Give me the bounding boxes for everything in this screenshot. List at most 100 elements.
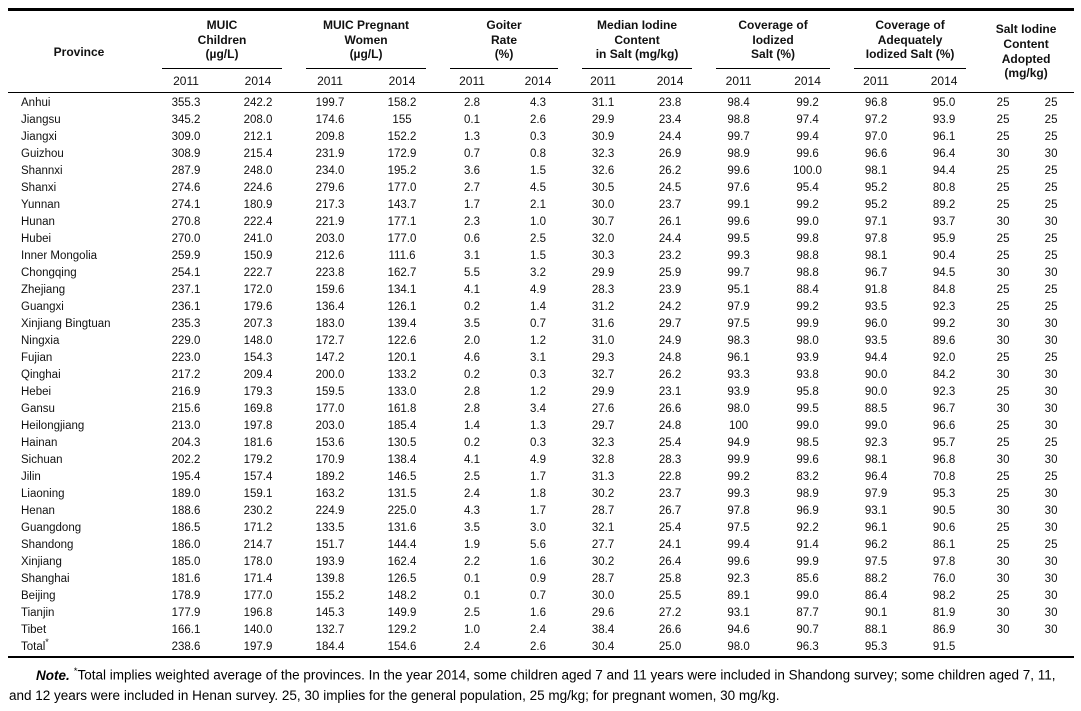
value-cell: 202.2 — [171, 454, 201, 466]
value-cell: 155.2 — [315, 590, 345, 602]
value-cell: 93.5 — [864, 301, 888, 313]
year-header: 2014 — [636, 69, 705, 93]
value-cell: 99.7 — [727, 267, 750, 279]
province-cell: Yunnan — [21, 199, 61, 211]
value-cell: 225.0 — [387, 505, 417, 517]
value-cell: 195.2 — [387, 165, 417, 177]
value-cell: 25 — [996, 114, 1010, 126]
value-cell: 133.5 — [315, 522, 345, 534]
value-cell: 146.5 — [387, 471, 417, 483]
value-cell: 26.7 — [658, 505, 682, 517]
value-cell: 98.8 — [727, 114, 750, 126]
value-cell: 29.9 — [591, 267, 615, 279]
value-cell: 178.0 — [243, 556, 273, 568]
value-cell: 1.4 — [530, 301, 547, 313]
value-cell: 99.9 — [727, 454, 750, 466]
value-cell: 179.3 — [243, 386, 273, 398]
value-cell: 76.0 — [932, 573, 956, 585]
value-cell: 1.6 — [530, 607, 547, 619]
value-cell: 80.8 — [932, 182, 956, 194]
value-cell: 25 — [1044, 182, 1058, 194]
table-row: Gansu 215.6 169.8 177.0 161.8 2.8 3.4 27.6 26.6 9… — [8, 401, 1074, 418]
value-cell: 25 — [996, 471, 1010, 483]
value-cell: 30 — [1044, 505, 1058, 517]
value-cell: 26.9 — [658, 148, 682, 160]
value-cell: 1.5 — [530, 250, 547, 262]
value-cell: 3.5 — [464, 318, 481, 330]
value-cell: 95.0 — [932, 97, 956, 109]
value-cell: 97.1 — [864, 216, 888, 228]
value-cell: 30 — [996, 624, 1010, 636]
table-row: Jilin 195.4 157.4 189.2 146.5 2.5 1.7 31.3 22.8 9… — [8, 469, 1074, 486]
table-row: Xinjiang 185.0 178.0 193.9 162.4 2.2 1.6 30.2 26… — [8, 554, 1074, 571]
value-cell: 97.8 — [727, 505, 750, 517]
value-cell: 30.4 — [591, 641, 615, 653]
value-cell: 96.9 — [796, 505, 819, 517]
province-cell: Tibet — [21, 624, 47, 636]
table-row: Jiangxi 309.0 212.1 209.8 152.2 1.3 0.3 30.9 24.… — [8, 129, 1074, 146]
value-cell: 1.9 — [464, 539, 481, 551]
province-cell: Beijing — [21, 590, 56, 602]
value-cell: 196.8 — [243, 607, 273, 619]
value-cell: 25 — [996, 437, 1010, 449]
value-cell: 25 — [996, 97, 1010, 109]
value-cell: 24.9 — [658, 335, 682, 347]
value-cell: 98.9 — [796, 488, 819, 500]
value-cell: 213.0 — [171, 420, 201, 432]
value-cell: 270.0 — [171, 233, 201, 245]
value-cell: 274.6 — [171, 182, 201, 194]
value-cell: 30 — [996, 335, 1010, 347]
province-cell: Total* — [21, 637, 49, 653]
value-cell: 186.0 — [171, 539, 201, 551]
value-cell: 177.0 — [387, 233, 417, 245]
value-cell: 1.2 — [530, 386, 547, 398]
value-cell: 94.5 — [932, 267, 956, 279]
value-cell: 230.2 — [243, 505, 273, 517]
province-cell: Shanxi — [21, 182, 57, 194]
value-cell: 30 — [1044, 216, 1058, 228]
value-cell: 27.2 — [658, 607, 682, 619]
value-cell: 30.3 — [591, 250, 615, 262]
value-cell: 92.3 — [727, 573, 750, 585]
value-cell: 25 — [996, 488, 1010, 500]
value-cell: 143.7 — [387, 199, 417, 211]
value-cell: 30 — [1044, 403, 1058, 415]
value-cell: 30 — [996, 607, 1010, 619]
value-cell: 31.6 — [591, 318, 615, 330]
province-cell: Jiangxi — [21, 131, 57, 143]
value-cell: 172.9 — [387, 148, 417, 160]
value-cell: 26.6 — [658, 624, 682, 636]
value-cell: 30 — [1044, 420, 1058, 432]
total-asterisk: * — [45, 637, 49, 648]
value-cell: 236.1 — [171, 301, 201, 313]
value-cell: 0.7 — [464, 148, 481, 160]
value-cell: 222.7 — [243, 267, 273, 279]
value-cell: 154.6 — [387, 641, 417, 653]
value-cell: 2.3 — [464, 216, 481, 228]
value-cell: 159.6 — [315, 284, 345, 296]
value-cell: 29.9 — [591, 386, 615, 398]
province-cell: Henan — [21, 505, 55, 517]
value-cell: 27.7 — [591, 539, 615, 551]
value-cell: 99.2 — [796, 97, 819, 109]
value-cell: 25.5 — [658, 590, 682, 602]
value-cell: 130.5 — [387, 437, 417, 449]
value-cell: 25 — [1044, 114, 1058, 126]
value-cell: 188.6 — [171, 505, 201, 517]
value-cell: 195.4 — [171, 471, 201, 483]
value-cell: 274.1 — [171, 199, 201, 211]
value-cell: 96.1 — [932, 131, 956, 143]
value-cell: 30 — [1044, 148, 1058, 160]
value-cell: 26.4 — [658, 556, 682, 568]
province-cell: Fujian — [21, 352, 53, 364]
value-cell: 197.8 — [243, 420, 273, 432]
province-cell: Hunan — [21, 216, 55, 228]
value-cell: 31.1 — [591, 97, 615, 109]
value-cell: 99.6 — [727, 556, 750, 568]
value-cell: 25 — [1044, 165, 1058, 177]
province-cell: Liaoning — [21, 488, 65, 500]
value-cell: 23.9 — [658, 284, 682, 296]
group-header-muic-pregnant: MUIC Pregnant Women (µg/L) — [294, 10, 438, 69]
value-cell: 90.6 — [932, 522, 956, 534]
value-cell: 25 — [996, 352, 1010, 364]
